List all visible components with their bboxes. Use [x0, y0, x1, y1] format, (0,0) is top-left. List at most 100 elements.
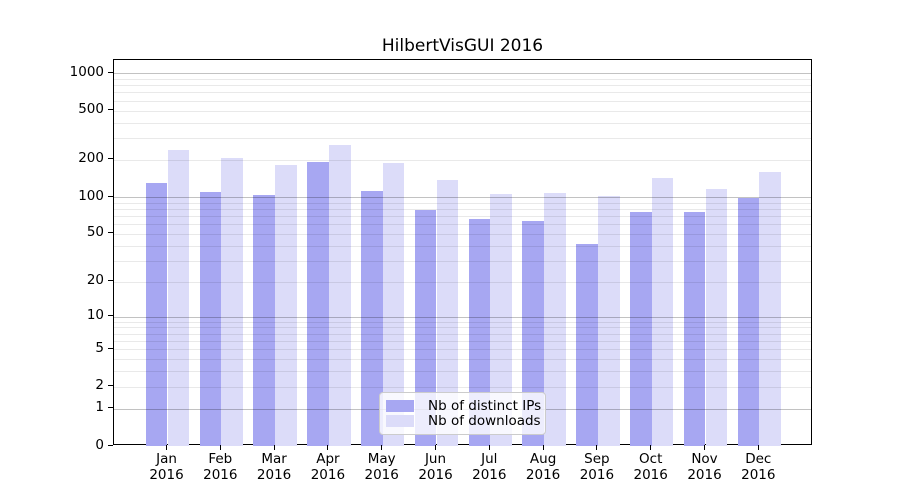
- x-tick-label-mar: Mar 2016: [256, 451, 292, 483]
- bar-distinct-ips-may: [360, 190, 383, 446]
- y-tick-label-5: 5: [95, 339, 104, 356]
- legend-item-distinct-ips: Nb of distinct IPs: [386, 399, 541, 413]
- x-tick-label-jan: Jan 2016: [149, 451, 184, 483]
- y-axis-tick-10: [108, 315, 113, 317]
- bar-downloads-sep: [597, 196, 620, 446]
- bar-downloads-jan: [167, 149, 190, 446]
- gridline-minor-6: [114, 341, 811, 343]
- y-axis-tick-2: [108, 385, 113, 387]
- gridline-minor-8: [114, 327, 811, 329]
- gridline-minor-50: [114, 233, 811, 235]
- plot-area: [113, 59, 812, 446]
- bar-distinct-ips-dec: [737, 197, 760, 446]
- legend-swatch-downloads: [386, 415, 414, 427]
- y-tick-label-20: 20: [86, 272, 104, 289]
- gridline-minor-3: [114, 371, 811, 373]
- gridline-minor-2: [114, 386, 811, 388]
- x-tick-label-feb: Feb 2016: [203, 451, 238, 483]
- gridline-minor-30: [114, 260, 811, 262]
- y-tick-label-1000: 1000: [69, 63, 104, 80]
- gridline-minor-200: [114, 159, 811, 161]
- gridline-minor-40: [114, 245, 811, 247]
- bar-downloads-mar: [275, 164, 297, 446]
- x-axis-tick-mar: [273, 445, 275, 450]
- y-tick-label-100: 100: [78, 187, 104, 204]
- bar-downloads-nov: [705, 189, 728, 446]
- legend-item-downloads: Nb of downloads: [386, 414, 541, 428]
- y-axis-tick-500: [108, 109, 113, 111]
- gridline-minor-5: [114, 349, 811, 351]
- chart-title: HilbertVisGUI 2016: [381, 36, 544, 56]
- bar-distinct-ips-apr: [307, 162, 329, 446]
- x-tick-label-dec: Dec 2016: [741, 451, 776, 483]
- bar-downloads-apr: [328, 144, 351, 446]
- y-axis-tick-50: [108, 232, 113, 234]
- gridline-minor-300: [114, 138, 811, 140]
- bar-downloads-may: [382, 163, 405, 446]
- y-axis-tick-200: [108, 158, 113, 160]
- x-axis-tick-jan: [166, 445, 167, 450]
- y-axis-tick-20: [108, 280, 113, 282]
- x-axis-tick-jun: [435, 445, 436, 450]
- bar-downloads-feb: [221, 157, 244, 446]
- gridline-minor-800: [114, 85, 811, 87]
- gridline-minor-20: [114, 281, 811, 283]
- x-tick-label-may: May 2016: [364, 451, 399, 483]
- bar-downloads-oct: [651, 177, 674, 446]
- bar-distinct-ips-mar: [253, 194, 276, 446]
- gridline-minor-400: [114, 122, 811, 124]
- bar-distinct-ips-sep: [576, 244, 598, 446]
- gridline-minor-500: [114, 110, 811, 112]
- x-axis-tick-apr: [327, 445, 329, 450]
- bar-distinct-ips-nov: [683, 211, 706, 446]
- bar-distinct-ips-oct: [629, 211, 652, 446]
- gridline-minor-7: [114, 333, 811, 335]
- bar-distinct-ips-feb: [199, 192, 222, 446]
- legend-label-distinct-ips: Nb of distinct IPs: [428, 398, 542, 414]
- x-axis-tick-sep: [596, 445, 598, 450]
- gridline-minor-4: [114, 359, 811, 361]
- y-axis-tick-0: [108, 444, 113, 446]
- y-axis-tick-1: [108, 407, 113, 409]
- x-axis-tick-dec: [757, 445, 759, 450]
- y-axis-tick-1000: [108, 71, 113, 73]
- x-tick-label-oct: Oct 2016: [633, 451, 668, 483]
- x-tick-label-jun: Jun 2016: [418, 451, 453, 483]
- gridline-major-1000: [114, 73, 811, 75]
- legend-swatch-distinct-ips: [386, 400, 414, 412]
- x-axis-tick-aug: [542, 445, 544, 450]
- legend: Nb of distinct IPs Nb of downloads: [379, 392, 546, 435]
- y-tick-label-1: 1: [95, 399, 104, 416]
- y-tick-label-500: 500: [78, 101, 104, 118]
- gridline-minor-70: [114, 216, 811, 218]
- x-tick-label-aug: Aug 2016: [525, 451, 561, 483]
- x-tick-label-apr: Apr 2016: [310, 451, 346, 483]
- gridline-minor-900: [114, 78, 811, 80]
- y-tick-label-2: 2: [95, 377, 104, 394]
- x-tick-label-jul: Jul 2016: [472, 451, 507, 483]
- gridline-minor-60: [114, 224, 811, 226]
- y-tick-label-200: 200: [78, 150, 104, 167]
- y-tick-label-10: 10: [86, 307, 104, 324]
- bar-downloads-jun: [436, 180, 459, 446]
- x-axis-tick-jul: [488, 445, 490, 450]
- bar-downloads-jul: [490, 194, 513, 446]
- x-axis-tick-oct: [650, 445, 652, 450]
- x-tick-label-sep: Sep 2016: [579, 451, 615, 483]
- y-tick-label-0: 0: [95, 436, 104, 453]
- gridline-minor-90: [114, 202, 811, 204]
- gridline-minor-700: [114, 92, 811, 94]
- legend-label-downloads: Nb of downloads: [428, 413, 541, 429]
- bar-downloads-aug: [544, 192, 566, 446]
- bar-distinct-ips-aug: [522, 220, 545, 446]
- y-axis-tick-5: [108, 347, 113, 349]
- gridline-minor-80: [114, 208, 811, 210]
- bar-distinct-ips-jan: [145, 182, 168, 446]
- gridline-minor-600: [114, 100, 811, 102]
- y-tick-label-50: 50: [86, 224, 104, 241]
- x-axis-tick-nov: [704, 445, 705, 450]
- bar-downloads-dec: [759, 172, 782, 446]
- bar-distinct-ips-jun: [414, 210, 437, 446]
- gridline-minor-9: [114, 321, 811, 323]
